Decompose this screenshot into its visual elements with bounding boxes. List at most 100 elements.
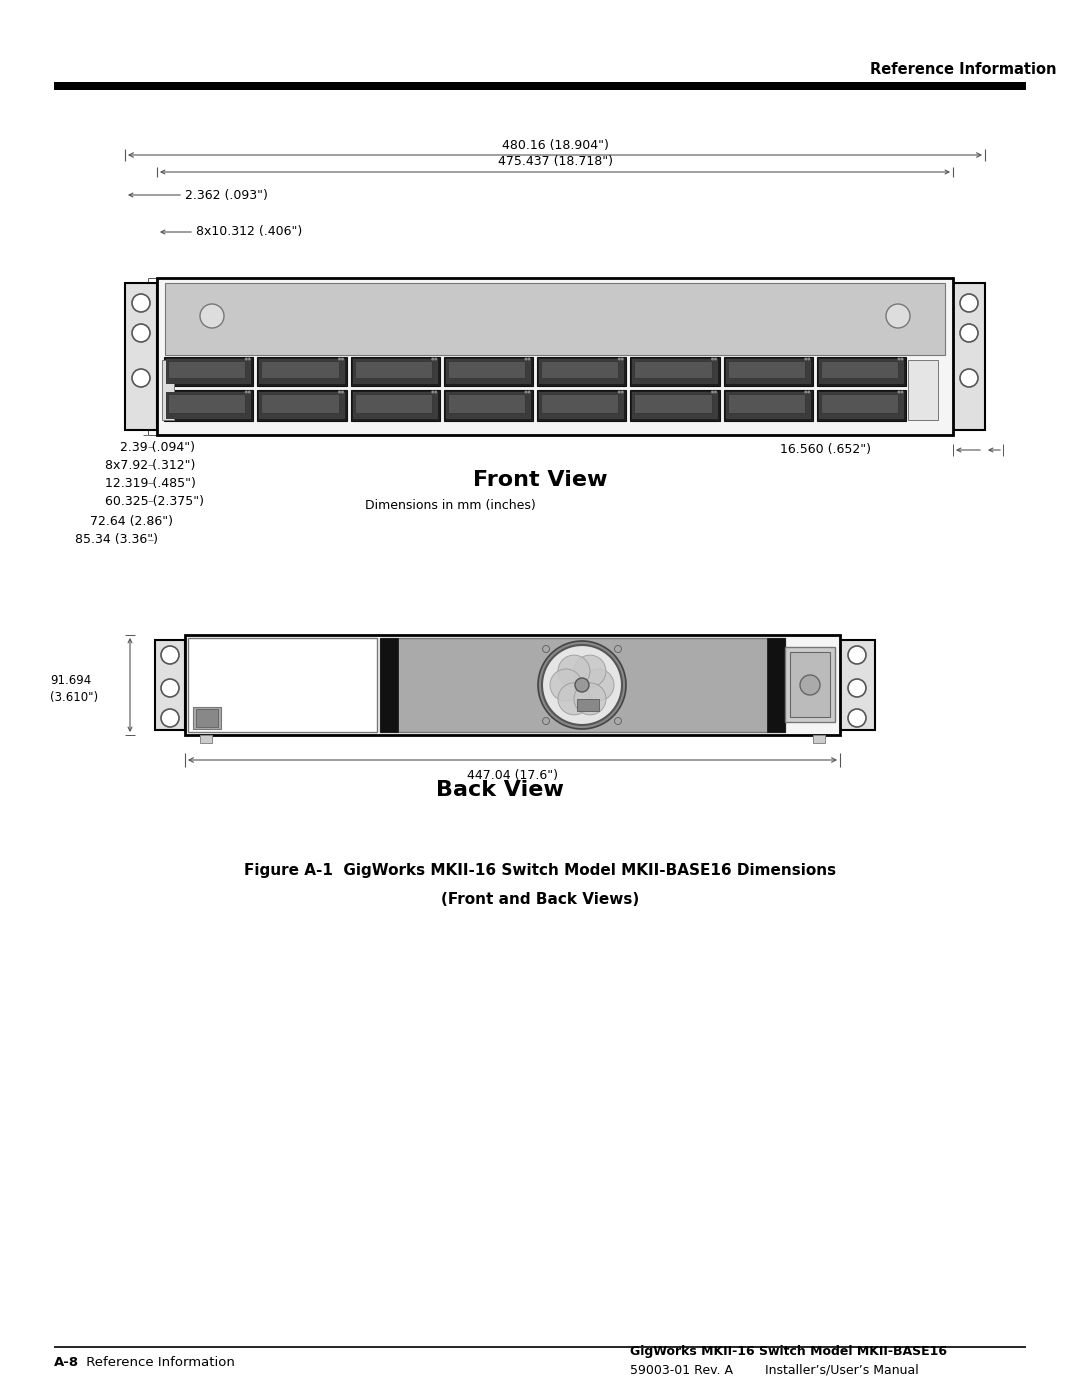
Bar [162,360,174,420]
Bar [380,638,399,732]
Bar [785,647,835,722]
Text: Back View: Back View [436,780,564,800]
Circle shape [897,358,901,360]
Circle shape [200,305,224,328]
Circle shape [575,678,589,692]
Text: Figure A-1  GigWorks MKII-16 Switch Model MKII-BASE16 Dimensions: Figure A-1 GigWorks MKII-16 Switch Model… [244,862,836,877]
Bar [634,394,712,414]
Bar [821,360,897,379]
Text: Cover: Cover [240,657,276,669]
Bar [728,394,805,414]
Circle shape [886,305,910,328]
Circle shape [848,710,866,726]
Bar [816,358,906,386]
Circle shape [800,675,820,694]
Bar [953,284,985,430]
Bar [448,360,525,379]
Bar [632,359,717,384]
Text: 2.39 (.094"): 2.39 (.094") [120,440,195,454]
Circle shape [161,645,179,664]
Bar [352,393,437,419]
Bar [631,390,719,420]
Text: A-8: A-8 [54,1356,79,1369]
Bar [200,735,212,743]
Bar [840,640,875,731]
Bar [448,394,525,414]
Circle shape [714,358,717,360]
Bar [125,284,157,430]
Bar [351,358,440,386]
Bar [354,394,432,414]
Circle shape [960,324,978,342]
Bar [728,360,805,379]
Circle shape [711,358,714,360]
Bar [539,393,624,419]
Circle shape [527,358,530,360]
Bar [537,358,626,386]
Circle shape [711,391,714,394]
Text: (3.610"): (3.610") [50,690,98,704]
Bar [767,638,785,732]
Bar [156,640,185,731]
Circle shape [431,391,434,394]
Circle shape [247,391,251,394]
Bar [166,359,252,384]
Text: 72.64 (2.86"): 72.64 (2.86") [90,515,173,528]
Bar [257,358,347,386]
Circle shape [807,391,810,394]
Bar [541,360,618,379]
Circle shape [901,358,904,360]
Circle shape [431,358,434,360]
Circle shape [573,655,606,687]
Text: Dimensions in mm (inches): Dimensions in mm (inches) [365,499,536,511]
Bar [165,284,945,355]
Circle shape [247,358,251,360]
Bar [541,394,618,414]
Bar [164,390,253,420]
Circle shape [542,645,622,725]
Circle shape [245,358,247,360]
Bar [813,735,825,743]
Bar [54,82,1026,89]
Circle shape [960,293,978,312]
Bar [577,698,599,711]
Bar [166,393,252,419]
Bar [188,638,377,732]
Circle shape [558,655,590,687]
Bar [193,707,221,729]
Circle shape [550,669,582,701]
Circle shape [434,391,437,394]
Bar [821,394,897,414]
Circle shape [582,669,615,701]
Circle shape [805,358,807,360]
Circle shape [341,391,345,394]
Text: 85.34 (3.36"): 85.34 (3.36") [75,534,158,546]
Bar [261,394,338,414]
Circle shape [132,369,150,387]
Circle shape [618,358,621,360]
Circle shape [621,391,624,394]
Circle shape [338,391,341,394]
Bar [168,360,245,379]
Text: Reference Information: Reference Information [870,63,1056,77]
Bar [168,394,245,414]
Circle shape [525,391,527,394]
Circle shape [621,358,624,360]
Circle shape [132,324,150,342]
Circle shape [161,679,179,697]
Bar [185,636,840,735]
Bar [157,278,953,434]
Bar [819,393,904,419]
Circle shape [848,679,866,697]
Text: Front View: Front View [473,469,607,490]
Bar [631,358,719,386]
Text: 91.694: 91.694 [50,673,91,686]
Text: 447.04 (17.6"): 447.04 (17.6") [467,770,558,782]
Text: GigWorks MKII-16 Switch Model MKII-BASE16: GigWorks MKII-16 Switch Model MKII-BASE1… [630,1345,947,1358]
Circle shape [161,710,179,726]
Bar [195,710,218,726]
Text: 8x10.312 (.406"): 8x10.312 (.406") [195,225,302,239]
Circle shape [848,645,866,664]
Bar [351,390,440,420]
Bar [446,393,531,419]
